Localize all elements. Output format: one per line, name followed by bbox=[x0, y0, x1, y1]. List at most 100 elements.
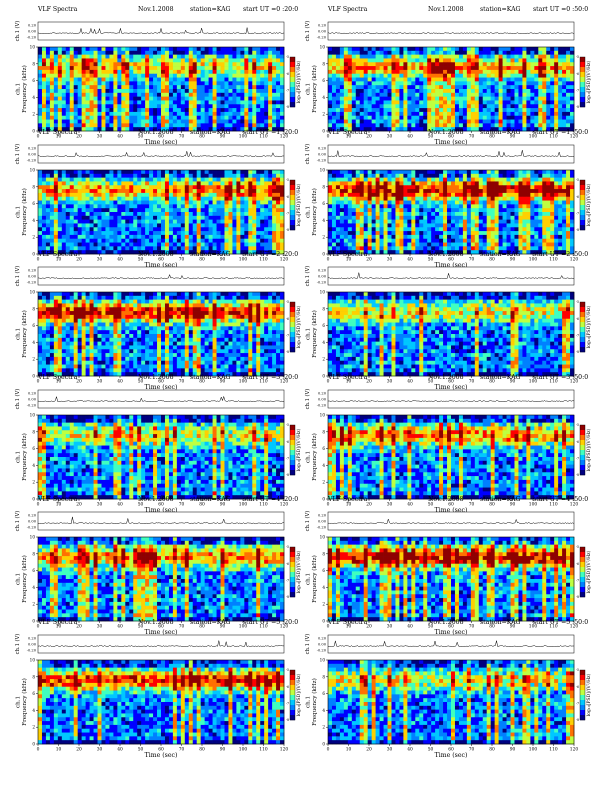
heatmap-cell bbox=[534, 170, 539, 175]
heatmap-cell bbox=[447, 127, 452, 132]
heatmap-cell bbox=[141, 208, 146, 213]
heatmap-cell bbox=[97, 89, 102, 94]
heatmap-cell bbox=[228, 196, 233, 201]
heatmap-cell bbox=[534, 69, 539, 75]
heatmap-cell bbox=[172, 192, 178, 198]
heatmap-cell bbox=[180, 85, 186, 90]
heatmap-cell bbox=[141, 204, 146, 209]
heatmap-cell bbox=[482, 73, 488, 78]
heatmap-cell bbox=[379, 189, 384, 194]
heatmap-cell bbox=[470, 77, 476, 82]
heatmap-cell bbox=[85, 127, 90, 132]
heatmap-cell bbox=[180, 119, 186, 124]
heatmap-cell bbox=[244, 231, 249, 236]
heatmap-cell bbox=[383, 123, 388, 128]
heatmap-cell bbox=[45, 89, 51, 94]
heatmap-cell bbox=[196, 85, 201, 90]
heatmap-cell bbox=[41, 81, 47, 86]
heatmap-cell bbox=[454, 185, 460, 190]
heatmap-cell bbox=[188, 58, 194, 63]
heatmap-cell bbox=[439, 73, 444, 78]
heatmap-cell bbox=[546, 189, 551, 194]
heatmap-cell bbox=[176, 119, 182, 124]
heatmap-cell bbox=[228, 200, 233, 205]
heatmap-cell bbox=[371, 170, 376, 175]
heatmap-cell bbox=[180, 231, 186, 236]
heatmap-cell bbox=[423, 123, 428, 128]
heatmap-cell bbox=[180, 104, 186, 109]
heatmap-cell bbox=[558, 108, 563, 113]
heatmap-cell bbox=[474, 85, 480, 90]
heatmap-cell bbox=[383, 100, 388, 105]
heatmap-cell bbox=[462, 81, 468, 86]
heatmap-cell bbox=[224, 250, 229, 255]
heatmap-cell bbox=[204, 219, 209, 224]
heatmap-cell bbox=[490, 192, 495, 198]
heatmap-cell bbox=[117, 246, 122, 251]
heatmap-cell bbox=[506, 108, 511, 113]
heatmap-cell bbox=[113, 250, 118, 255]
heatmap-cell bbox=[486, 200, 491, 205]
heatmap-cell bbox=[280, 119, 285, 124]
heatmap-cell bbox=[137, 227, 142, 232]
heatmap-cell bbox=[172, 208, 178, 213]
heatmap-cell bbox=[125, 115, 130, 120]
heatmap-cell bbox=[454, 100, 460, 105]
heatmap-cell bbox=[395, 192, 400, 198]
heatmap-cell bbox=[347, 89, 353, 94]
heatmap-cell bbox=[546, 119, 551, 124]
heatmap-cell bbox=[367, 81, 372, 86]
heatmap-cell bbox=[486, 177, 491, 182]
heatmap-cell bbox=[454, 200, 460, 205]
heatmap-cell bbox=[550, 185, 555, 190]
heatmap-cell bbox=[133, 115, 138, 120]
panel-month: Nov.1.2008 bbox=[138, 129, 174, 136]
heatmap-cell bbox=[470, 62, 476, 67]
heatmap-cell bbox=[522, 85, 527, 90]
heatmap-cell bbox=[538, 58, 543, 63]
heatmap-cell bbox=[105, 231, 110, 236]
heatmap-cell bbox=[93, 208, 98, 213]
heatmap-cell bbox=[427, 123, 432, 128]
heatmap-cell bbox=[522, 104, 527, 109]
heatmap-cell bbox=[65, 69, 71, 75]
heatmap-cell bbox=[93, 77, 98, 82]
heatmap-cell bbox=[466, 189, 472, 194]
heatmap-cell bbox=[566, 108, 571, 113]
heatmap-cell bbox=[454, 119, 460, 124]
heatmap-cell bbox=[145, 92, 150, 97]
heatmap-cell bbox=[538, 119, 543, 124]
heatmap-cell bbox=[276, 208, 281, 213]
heatmap-cell bbox=[276, 115, 281, 120]
heatmap-cell bbox=[347, 181, 353, 186]
heatmap-cell bbox=[121, 196, 126, 201]
heatmap-cell bbox=[558, 69, 563, 75]
heatmap-cell bbox=[570, 115, 575, 120]
heatmap-cell bbox=[113, 185, 118, 190]
heatmap-cell bbox=[391, 89, 396, 94]
heatmap-cell bbox=[387, 119, 392, 124]
heatmap-cell bbox=[518, 69, 523, 75]
heatmap-cell bbox=[117, 69, 122, 75]
heatmap-cell bbox=[498, 119, 503, 124]
x-tick-label: 100 bbox=[239, 258, 248, 263]
heatmap-cell bbox=[65, 189, 71, 194]
heatmap-cell bbox=[196, 81, 201, 86]
heatmap-cell bbox=[522, 185, 527, 190]
heatmap-cell bbox=[478, 108, 484, 113]
heatmap-cell bbox=[129, 47, 134, 52]
heatmap-cell bbox=[538, 115, 543, 120]
heatmap-cell bbox=[272, 50, 277, 55]
heatmap-cell bbox=[474, 108, 480, 113]
heatmap-cell bbox=[188, 242, 194, 247]
heatmap-cell bbox=[431, 196, 436, 201]
heatmap-cell bbox=[387, 192, 392, 198]
heatmap-cell bbox=[570, 200, 575, 205]
heatmap-cell bbox=[526, 177, 531, 182]
heatmap-cell bbox=[431, 69, 436, 75]
heatmap-cell bbox=[65, 47, 71, 52]
heatmap-cell bbox=[260, 58, 265, 63]
heatmap-cell bbox=[276, 62, 281, 67]
heatmap-cell bbox=[93, 177, 98, 182]
heatmap-cell bbox=[534, 100, 539, 105]
